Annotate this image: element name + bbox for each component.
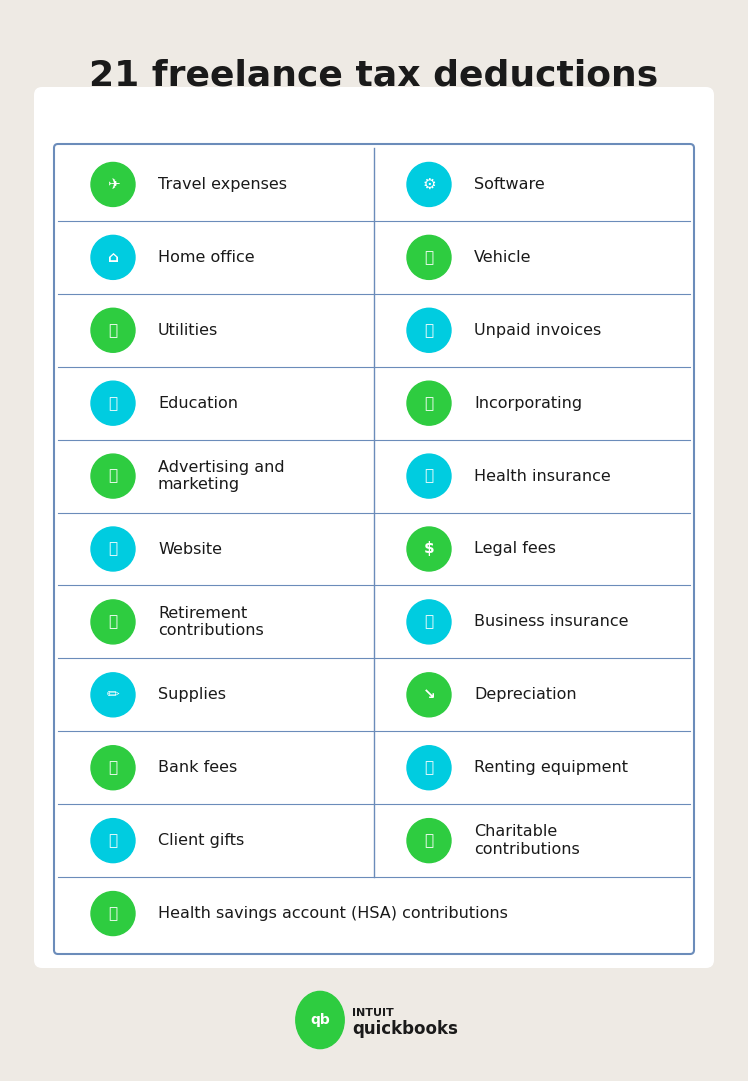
Text: 🎓: 🎓 xyxy=(108,396,117,411)
Text: Utilities: Utilities xyxy=(158,323,218,337)
Circle shape xyxy=(407,382,451,425)
Circle shape xyxy=(407,236,451,279)
Text: 🛡: 🛡 xyxy=(424,468,434,483)
Text: Unpaid invoices: Unpaid invoices xyxy=(474,323,601,337)
Text: Vehicle: Vehicle xyxy=(474,250,532,265)
Text: ✈: ✈ xyxy=(107,177,120,192)
Text: 💡: 💡 xyxy=(108,323,117,337)
Circle shape xyxy=(407,528,451,571)
Text: 🌴: 🌴 xyxy=(108,614,117,629)
Circle shape xyxy=(407,672,451,717)
Text: Legal fees: Legal fees xyxy=(474,542,556,557)
Text: 💰: 💰 xyxy=(424,833,434,849)
Text: Depreciation: Depreciation xyxy=(474,688,577,703)
Circle shape xyxy=(91,528,135,571)
Text: Health insurance: Health insurance xyxy=(474,468,611,483)
Text: 🔒: 🔒 xyxy=(424,614,434,629)
Text: 🖱: 🖱 xyxy=(108,542,117,557)
Circle shape xyxy=(407,818,451,863)
FancyBboxPatch shape xyxy=(34,86,714,967)
Text: Home office: Home office xyxy=(158,250,254,265)
Text: 🏅: 🏅 xyxy=(424,396,434,411)
Text: Software: Software xyxy=(474,177,545,192)
Text: Travel expenses: Travel expenses xyxy=(158,177,287,192)
Text: 21 freelance tax deductions: 21 freelance tax deductions xyxy=(89,58,659,92)
Ellipse shape xyxy=(295,991,344,1049)
Text: Retirement
contributions: Retirement contributions xyxy=(158,605,264,638)
Circle shape xyxy=(407,454,451,498)
Text: 🚚: 🚚 xyxy=(424,760,434,775)
Circle shape xyxy=(91,892,135,935)
Text: Charitable
contributions: Charitable contributions xyxy=(474,825,580,857)
Text: 🚗: 🚗 xyxy=(424,250,434,265)
Text: quickbooks: quickbooks xyxy=(352,1020,458,1038)
Text: Education: Education xyxy=(158,396,238,411)
Text: Bank fees: Bank fees xyxy=(158,760,237,775)
Text: 🐷: 🐷 xyxy=(108,906,117,921)
Circle shape xyxy=(91,382,135,425)
Text: qb: qb xyxy=(310,1013,330,1027)
Circle shape xyxy=(91,600,135,644)
Circle shape xyxy=(91,818,135,863)
Text: 🏦: 🏦 xyxy=(108,760,117,775)
Circle shape xyxy=(407,600,451,644)
Text: ✏: ✏ xyxy=(107,688,120,703)
Text: Website: Website xyxy=(158,542,222,557)
Circle shape xyxy=(407,746,451,790)
Text: INTUIT: INTUIT xyxy=(352,1007,393,1018)
Circle shape xyxy=(91,236,135,279)
Circle shape xyxy=(91,308,135,352)
Text: Health savings account (HSA) contributions: Health savings account (HSA) contributio… xyxy=(158,906,508,921)
Circle shape xyxy=(91,746,135,790)
Text: 📢: 📢 xyxy=(108,468,117,483)
Text: Incorporating: Incorporating xyxy=(474,396,582,411)
Circle shape xyxy=(91,672,135,717)
Text: 📄: 📄 xyxy=(424,323,434,337)
Text: $: $ xyxy=(423,542,435,557)
Text: Supplies: Supplies xyxy=(158,688,226,703)
Text: Client gifts: Client gifts xyxy=(158,833,245,849)
Text: ↘: ↘ xyxy=(423,688,435,703)
Circle shape xyxy=(407,162,451,206)
Text: Business insurance: Business insurance xyxy=(474,614,628,629)
Text: Advertising and
marketing: Advertising and marketing xyxy=(158,459,285,492)
Circle shape xyxy=(91,162,135,206)
Circle shape xyxy=(91,454,135,498)
Text: Renting equipment: Renting equipment xyxy=(474,760,628,775)
Text: ⚙: ⚙ xyxy=(422,177,436,192)
Text: 🎁: 🎁 xyxy=(108,833,117,849)
Circle shape xyxy=(407,308,451,352)
Text: ⌂: ⌂ xyxy=(108,250,118,265)
